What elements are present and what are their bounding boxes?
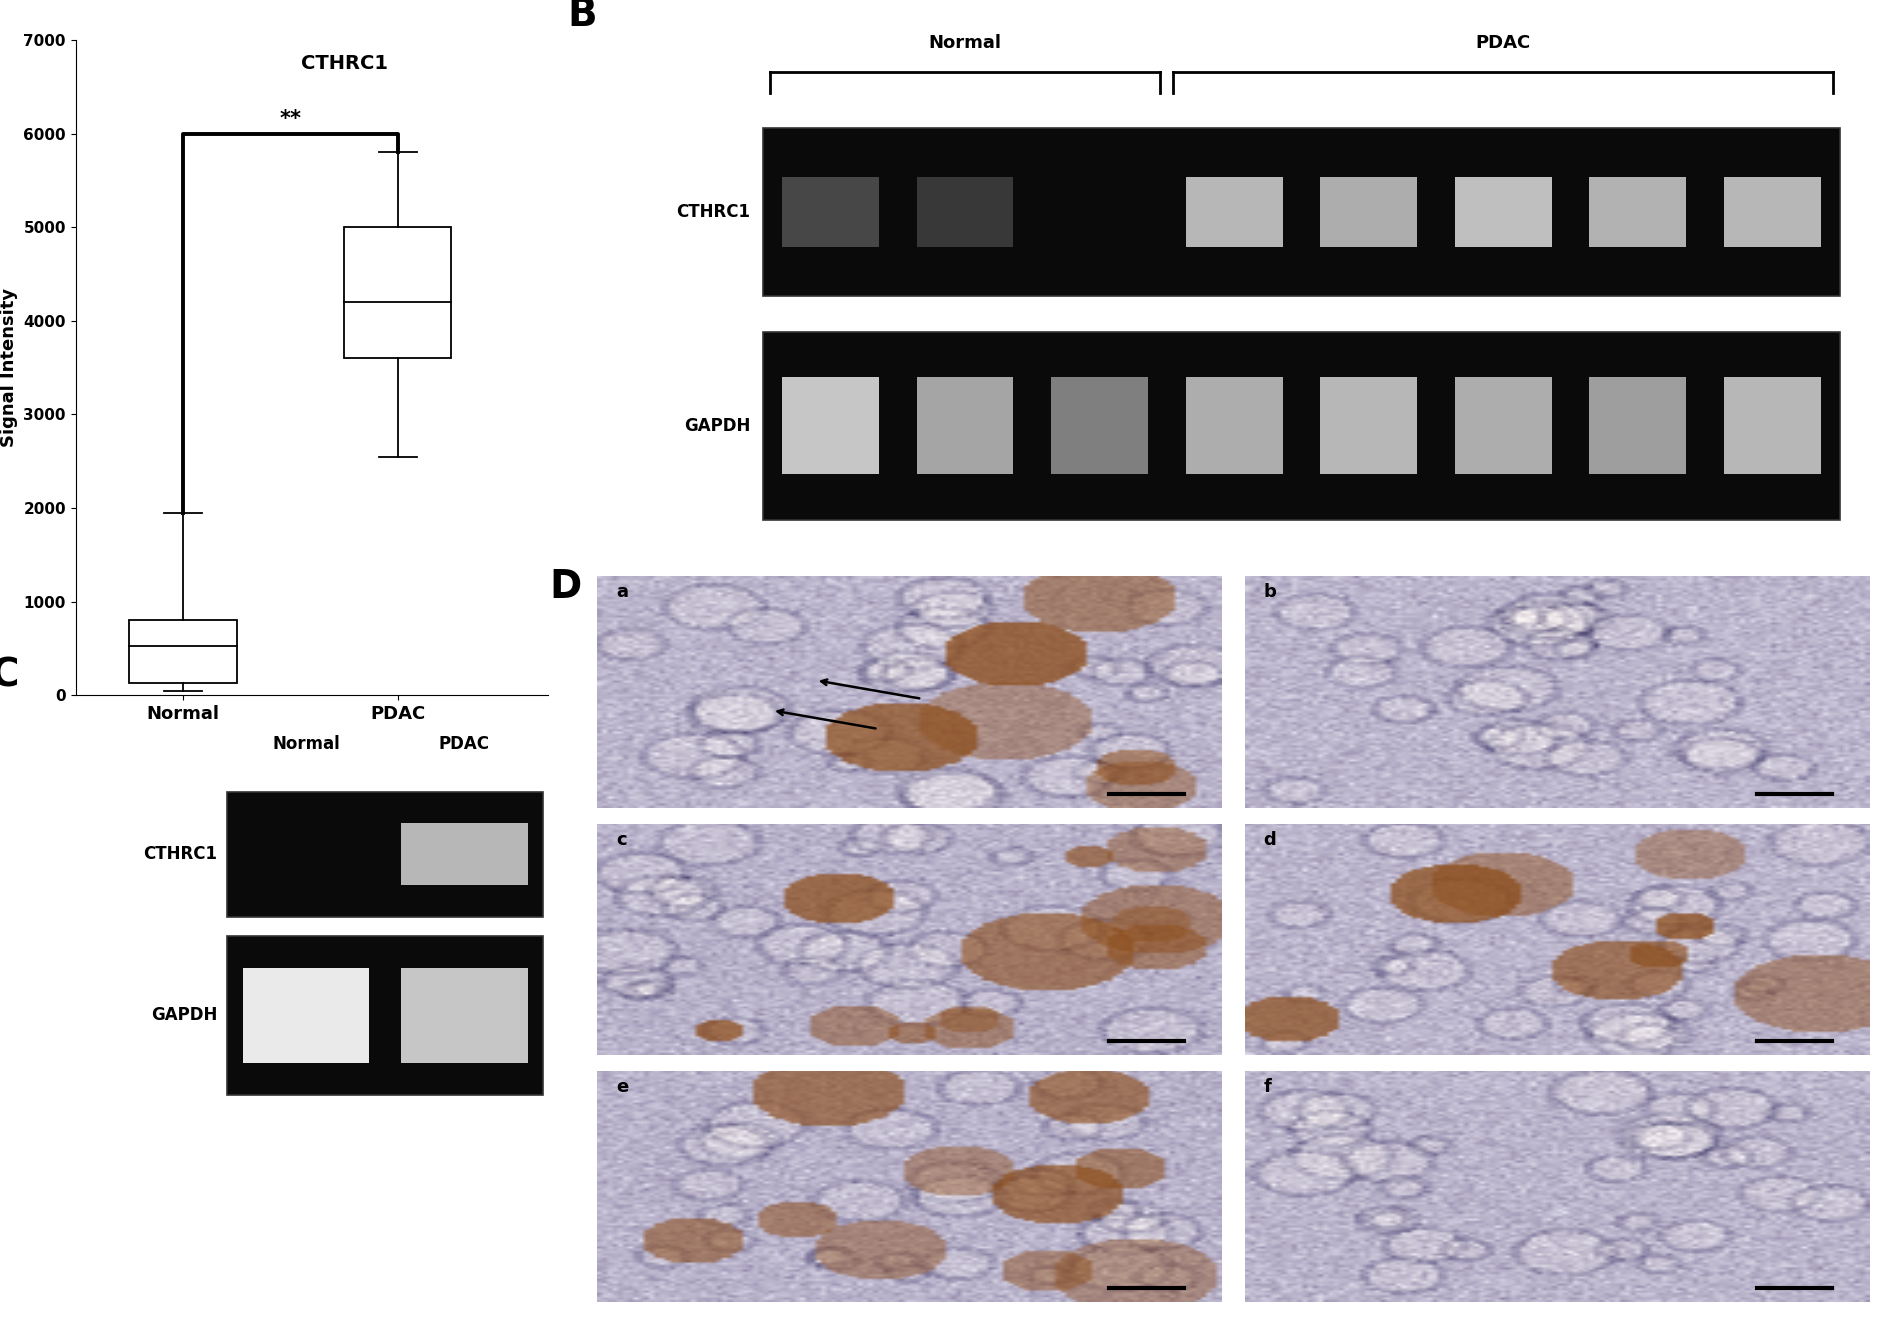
Bar [791, 386, 869, 465]
Bar [1320, 176, 1417, 247]
Text: a: a [616, 583, 627, 602]
Bar [268, 987, 344, 1044]
Bar [1608, 191, 1666, 234]
Bar [128, 620, 236, 683]
Bar [1464, 386, 1541, 465]
Text: **: ** [280, 110, 300, 130]
Bar [1184, 176, 1283, 247]
Bar [1589, 176, 1685, 247]
Bar [1069, 396, 1128, 455]
Bar [801, 396, 859, 455]
Bar [400, 968, 527, 1063]
Text: CTHRC1: CTHRC1 [300, 53, 387, 74]
Bar [414, 829, 514, 880]
Bar [1455, 176, 1551, 247]
Bar [1608, 396, 1666, 455]
Bar [763, 332, 1838, 520]
Bar [1205, 396, 1262, 455]
Text: e: e [616, 1078, 627, 1096]
Bar [1205, 191, 1262, 234]
Bar [427, 836, 502, 873]
Bar [1598, 185, 1676, 241]
Text: GAPDH: GAPDH [684, 417, 750, 435]
Bar [242, 968, 368, 1063]
Bar [1723, 377, 1819, 475]
Bar [935, 191, 994, 234]
Bar [1339, 396, 1398, 455]
Bar [926, 386, 1003, 465]
Bar [227, 936, 542, 1095]
Text: PDAC: PDAC [1475, 35, 1530, 52]
Bar [1464, 185, 1541, 241]
Bar [255, 829, 357, 880]
Bar [344, 227, 451, 358]
Bar [1060, 386, 1137, 465]
Text: f: f [1262, 1078, 1271, 1096]
Bar [782, 176, 878, 247]
Bar [1589, 377, 1685, 475]
Text: B: B [567, 0, 597, 35]
Bar [1184, 377, 1283, 475]
Bar [916, 377, 1013, 475]
Bar [1455, 377, 1551, 475]
Bar [1723, 176, 1819, 247]
Bar [1732, 386, 1810, 465]
Bar [1742, 396, 1800, 455]
Bar [1320, 377, 1417, 475]
Bar [935, 396, 994, 455]
Bar [427, 987, 502, 1044]
Text: Normal: Normal [272, 735, 340, 753]
Text: GAPDH: GAPDH [151, 1007, 217, 1024]
Bar [1330, 386, 1407, 465]
Bar [1050, 377, 1147, 475]
Bar [255, 977, 357, 1054]
Bar [791, 185, 869, 241]
Bar [1194, 185, 1271, 241]
Text: d: d [1262, 830, 1275, 849]
Text: b: b [1262, 583, 1275, 602]
Text: D: D [550, 568, 582, 606]
Bar [1330, 185, 1407, 241]
Bar [916, 176, 1013, 247]
Bar [1339, 191, 1398, 234]
Text: CTHRC1: CTHRC1 [144, 845, 217, 864]
Bar [227, 792, 542, 917]
Bar [1194, 386, 1271, 465]
Bar [926, 185, 1003, 241]
Bar [414, 977, 514, 1054]
Y-axis label: Signal Intensity: Signal Intensity [0, 287, 17, 448]
Bar [763, 128, 1838, 295]
Bar [1742, 191, 1800, 234]
Bar [268, 836, 344, 873]
Bar [1473, 396, 1532, 455]
Bar [1732, 185, 1810, 241]
Text: PDAC: PDAC [438, 735, 489, 753]
Text: C: C [0, 656, 19, 695]
Bar [1598, 386, 1676, 465]
Bar [400, 822, 527, 885]
Text: CTHRC1: CTHRC1 [676, 203, 750, 221]
Bar [1473, 191, 1532, 234]
Bar [782, 377, 878, 475]
Text: c: c [616, 830, 627, 849]
Bar [801, 191, 859, 234]
Bar [242, 822, 368, 885]
Text: Normal: Normal [927, 35, 1001, 52]
